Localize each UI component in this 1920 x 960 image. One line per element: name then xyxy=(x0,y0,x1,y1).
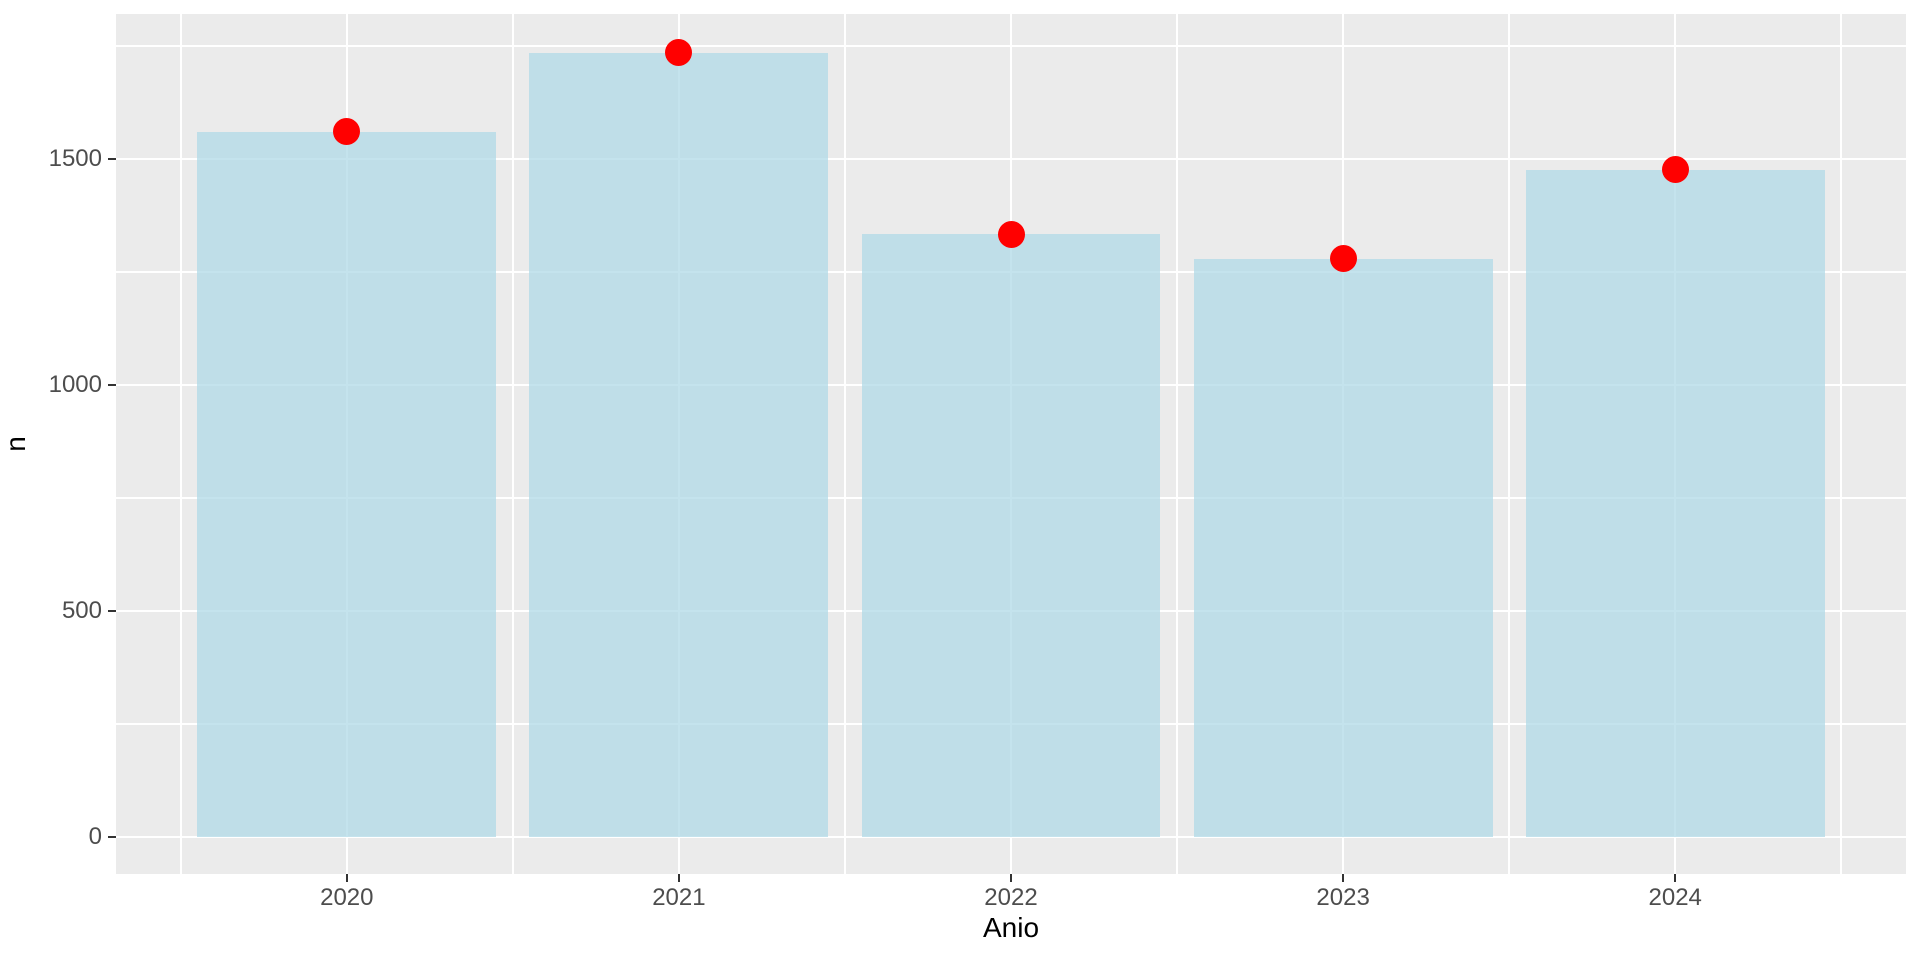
data-point-2023 xyxy=(1329,245,1357,273)
x-tick-label: 2024 xyxy=(1648,884,1702,911)
y-tick-mark xyxy=(108,609,116,612)
x-tick-mark xyxy=(1674,874,1677,882)
bar-2022 xyxy=(861,234,1161,837)
y-tick-label: 1500 xyxy=(48,145,102,173)
y-tick-mark xyxy=(108,158,116,161)
gridline-minor-vertical xyxy=(1508,14,1510,874)
x-tick-label: 2022 xyxy=(984,884,1038,911)
data-point-2020 xyxy=(333,118,361,146)
x-tick-mark xyxy=(345,874,348,882)
x-tick-label: 2020 xyxy=(320,884,374,911)
data-point-2022 xyxy=(997,220,1025,248)
bar-2024 xyxy=(1525,169,1825,837)
bar-2023 xyxy=(1193,258,1493,837)
gridline-minor-vertical xyxy=(1176,14,1178,874)
x-tick-mark xyxy=(677,874,680,882)
bar-2020 xyxy=(197,131,497,837)
x-tick-mark xyxy=(1010,874,1012,882)
data-point-2024 xyxy=(1661,156,1689,184)
y-tick-label: 1000 xyxy=(48,371,102,399)
gridline-minor-vertical xyxy=(844,14,846,874)
data-point-2021 xyxy=(665,39,693,67)
bar-2021 xyxy=(529,52,829,837)
y-tick-label: 500 xyxy=(61,596,102,624)
gridline-minor-vertical xyxy=(1840,14,1842,874)
y-axis-title: n xyxy=(0,436,31,452)
x-tick-label: 2023 xyxy=(1316,884,1370,911)
x-axis-title: Anio xyxy=(982,912,1040,943)
y-tick-mark xyxy=(108,384,116,387)
gridline-minor-vertical xyxy=(180,14,182,874)
x-tick-mark xyxy=(1342,874,1345,882)
x-tick-label: 2021 xyxy=(652,884,706,911)
gridline-minor-vertical xyxy=(512,14,514,874)
chart-panel xyxy=(116,14,1906,874)
y-tick-label: 0 xyxy=(88,822,102,850)
y-tick-mark xyxy=(108,835,116,838)
